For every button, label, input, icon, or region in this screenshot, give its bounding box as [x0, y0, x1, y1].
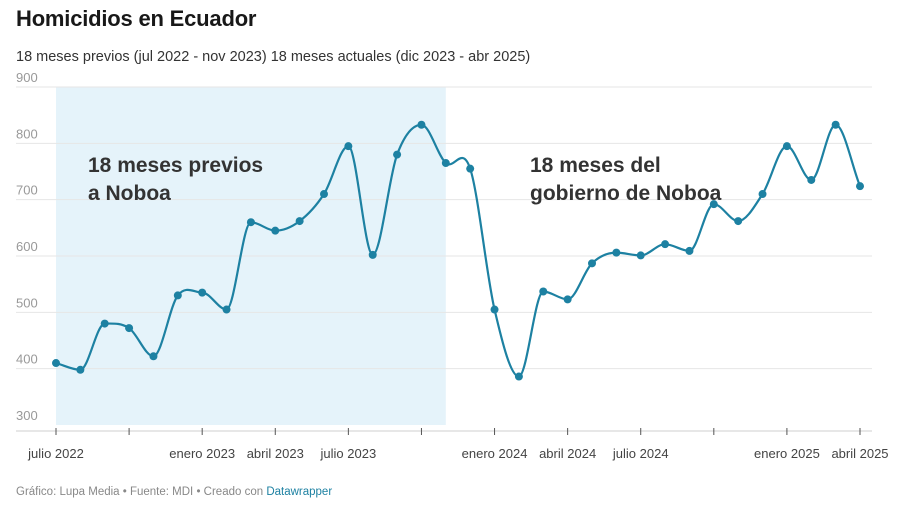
- x-tick-label: enero 2023: [169, 446, 235, 461]
- data-point: [734, 217, 743, 226]
- chart-subtitle: 18 meses previos (jul 2022 - nov 2023) 1…: [16, 49, 531, 65]
- x-tick-label: enero 2025: [754, 446, 820, 461]
- x-tick-label: abril 2024: [539, 446, 596, 461]
- data-point: [661, 240, 670, 249]
- data-point: [514, 372, 523, 381]
- chart-title: Homicidios en Ecuador: [16, 6, 257, 31]
- data-point: [320, 190, 328, 199]
- y-tick-label: 500: [16, 295, 38, 310]
- data-point: [758, 190, 767, 199]
- data-point: [856, 182, 864, 191]
- x-tick-label: julio 2023: [320, 446, 377, 461]
- x-tick-label: abril 2023: [247, 446, 304, 461]
- data-point: [539, 287, 548, 296]
- line-chart: 300 400 500 600 700 800 900 julio 2022 enero 202…: [16, 70, 889, 461]
- data-point: [417, 120, 426, 129]
- y-tick-label: 300: [16, 408, 38, 423]
- x-tick-label: enero 2024: [462, 446, 528, 461]
- y-tick-label: 700: [16, 183, 38, 198]
- data-point: [100, 319, 109, 328]
- data-point: [344, 142, 353, 151]
- annotation-text: a Noboa: [88, 182, 171, 205]
- data-point: [831, 120, 840, 129]
- data-point: [246, 218, 255, 227]
- x-tick-label: julio 2022: [27, 446, 84, 461]
- y-tick-label: 900: [16, 70, 38, 85]
- data-point: [222, 305, 231, 314]
- data-point: [368, 250, 377, 259]
- data-point: [636, 251, 645, 260]
- y-tick-label: 600: [16, 239, 38, 254]
- data-point: [76, 365, 85, 374]
- annotation-text: 18 meses del: [530, 154, 661, 177]
- y-tick-label: 800: [16, 126, 38, 141]
- data-point: [198, 288, 207, 297]
- data-point: [125, 324, 134, 333]
- x-tick-label: abril 2025: [831, 446, 888, 461]
- data-point: [173, 291, 182, 300]
- data-point: [782, 142, 791, 151]
- annotation-text: 18 meses previos: [88, 154, 263, 177]
- data-point: [685, 246, 694, 255]
- data-point: [149, 352, 158, 361]
- data-point: [563, 295, 572, 304]
- datawrapper-link[interactable]: Datawrapper: [266, 486, 333, 498]
- chart-footer: Gráfico: Lupa Media • Fuente: MDI • Crea…: [16, 486, 332, 498]
- homicides-line: [55, 123, 862, 378]
- data-point: [709, 200, 718, 209]
- data-point: [52, 359, 60, 368]
- footer-text: Gráfico: Lupa Media • Fuente: MDI • Crea…: [16, 486, 267, 498]
- data-point: [490, 305, 499, 314]
- data-point: [588, 259, 596, 268]
- y-tick-label: 400: [16, 352, 38, 367]
- data-point: [466, 164, 475, 173]
- data-point: [441, 159, 450, 168]
- data-point: [393, 150, 402, 159]
- data-point: [271, 226, 280, 235]
- x-tick-label: julio 2024: [612, 446, 669, 461]
- data-point: [612, 248, 621, 257]
- annotation-text: gobierno de Noboa: [530, 182, 722, 205]
- data-point: [295, 217, 304, 226]
- data-point: [807, 175, 816, 184]
